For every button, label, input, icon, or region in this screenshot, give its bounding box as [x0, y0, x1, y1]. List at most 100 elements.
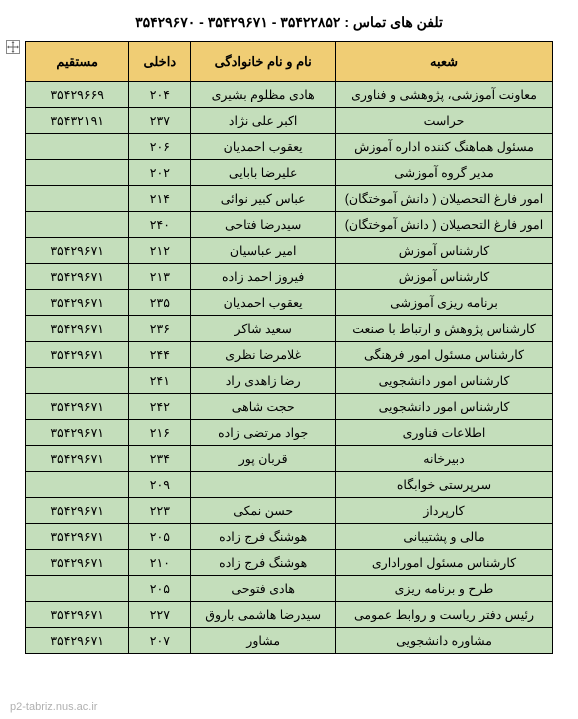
cell-name: سیدرضا هاشمی باروق	[191, 602, 336, 628]
cell-direct: ۳۵۴۲۹۶۷۱	[26, 498, 129, 524]
cell-branch: کارشناس مسئول اموراداری	[336, 550, 553, 576]
table-row: برنامه ریزی آموزشییعقوب احمدیان۲۳۵۳۵۴۲۹۶…	[26, 290, 553, 316]
cell-ext: ۲۴۰	[129, 212, 191, 238]
table-row: کارشناس آموزشفیروز احمد زاده۲۱۳۳۵۴۲۹۶۷۱	[26, 264, 553, 290]
cell-direct: ۳۵۴۲۹۶۷۱	[26, 264, 129, 290]
cell-branch: کارشناس آموزش	[336, 238, 553, 264]
page-title: تلفن های تماس : ۳۵۴۲۲۸۵۲ - ۳۵۴۲۹۶۷۱ - ۳۵…	[0, 0, 578, 41]
cell-direct: ۳۵۴۲۹۶۷۱	[26, 290, 129, 316]
table-row: سرپرستی خوابگاه ۲۰۹	[26, 472, 553, 498]
cell-ext: ۲۰۷	[129, 628, 191, 654]
cell-name: یعقوب احمدیان	[191, 290, 336, 316]
cell-branch: کارشناس مسئول امور فرهنگی	[336, 342, 553, 368]
cell-ext: ۲۰۲	[129, 160, 191, 186]
cell-name: سعید شاکر	[191, 316, 336, 342]
table-row: کارشناس پژوهش و ارتباط با صنعتسعید شاکر۲…	[26, 316, 553, 342]
cell-branch: کارشناس امور دانشجویی	[336, 368, 553, 394]
table-row: مشاوره دانشجوییمشاور۲۰۷۳۵۴۲۹۶۷۱	[26, 628, 553, 654]
cell-ext: ۲۳۶	[129, 316, 191, 342]
cell-name: هوشنگ فرج زاده	[191, 524, 336, 550]
cell-branch: حراست	[336, 108, 553, 134]
table-row: دبیرخانهقربان پور۲۳۴۳۵۴۲۹۶۷۱	[26, 446, 553, 472]
table-row: کارشناس آموزشامیر عباسیان۲۱۲۳۵۴۲۹۶۷۱	[26, 238, 553, 264]
cell-ext: ۲۰۶	[129, 134, 191, 160]
cell-ext: ۲۱۰	[129, 550, 191, 576]
cell-direct: ۳۵۴۲۹۶۷۱	[26, 420, 129, 446]
cell-branch: مسئول هماهنگ کننده اداره آموزش	[336, 134, 553, 160]
cell-name: سیدرضا فتاحی	[191, 212, 336, 238]
table-row: اطلاعات فناوریجواد مرتضی زاده۲۱۶۳۵۴۲۹۶۷۱	[26, 420, 553, 446]
col-name: نام و نام خانوادگی	[191, 42, 336, 82]
table-row: مالی و پشتیبانیهوشنگ فرج زاده۲۰۵۳۵۴۲۹۶۷۱	[26, 524, 553, 550]
cell-branch: مشاوره دانشجویی	[336, 628, 553, 654]
cell-direct: ۳۵۴۲۹۶۶۹	[26, 82, 129, 108]
cell-name	[191, 472, 336, 498]
cell-ext: ۲۴۱	[129, 368, 191, 394]
cell-direct	[26, 186, 129, 212]
cell-ext: ۲۴۴	[129, 342, 191, 368]
cell-ext: ۲۲۷	[129, 602, 191, 628]
footer-url: p2-tabriz.nus.ac.ir	[10, 701, 97, 713]
col-direct: مستقیم	[26, 42, 129, 82]
cell-name: غلامرضا نظری	[191, 342, 336, 368]
table-row: کارشناس مسئول اموراداریهوشنگ فرج زاده۲۱۰…	[26, 550, 553, 576]
cell-direct: ۳۵۴۲۹۶۷۱	[26, 316, 129, 342]
table-row: طرح و برنامه ریزیهادی فتوحی۲۰۵	[26, 576, 553, 602]
cell-ext: ۲۳۵	[129, 290, 191, 316]
cell-branch: کارشناس پژوهش و ارتباط با صنعت	[336, 316, 553, 342]
cell-name: مشاور	[191, 628, 336, 654]
table-row: معاونت آموزشی، پژوهشی و فناوریهادی مظلوم…	[26, 82, 553, 108]
cell-ext: ۲۱۶	[129, 420, 191, 446]
cell-ext: ۲۰۴	[129, 82, 191, 108]
table-row: کارشناس امور دانشجوییحجت شاهی۲۴۲۳۵۴۲۹۶۷۱	[26, 394, 553, 420]
cell-branch: مدیر گروه آموزشی	[336, 160, 553, 186]
cell-direct: ۳۵۴۲۹۶۷۱	[26, 446, 129, 472]
cell-direct: ۳۵۴۲۹۶۷۱	[26, 394, 129, 420]
cell-branch: رئیس دفتر ریاست و روابط عمومی	[336, 602, 553, 628]
col-branch: شعبه	[336, 42, 553, 82]
cell-direct: ۳۵۴۲۹۶۷۱	[26, 628, 129, 654]
cell-direct: ۳۵۴۲۹۶۷۱	[26, 238, 129, 264]
cell-name: یعقوب احمدیان	[191, 134, 336, 160]
cell-name: هادی مظلوم بشیری	[191, 82, 336, 108]
cell-ext: ۲۰۵	[129, 576, 191, 602]
cell-name: فیروز احمد زاده	[191, 264, 336, 290]
cell-name: قربان پور	[191, 446, 336, 472]
cell-ext: ۲۳۴	[129, 446, 191, 472]
cell-ext: ۲۰۹	[129, 472, 191, 498]
cell-name: جواد مرتضی زاده	[191, 420, 336, 446]
cell-branch: برنامه ریزی آموزشی	[336, 290, 553, 316]
table-row: کارشناس امور دانشجوییرضا زاهدی راد۲۴۱	[26, 368, 553, 394]
cell-name: عباس کبیر نوائی	[191, 186, 336, 212]
cell-ext: ۲۱۳	[129, 264, 191, 290]
cell-direct	[26, 368, 129, 394]
cell-name: هادی فتوحی	[191, 576, 336, 602]
cell-branch: معاونت آموزشی، پژوهشی و فناوری	[336, 82, 553, 108]
cell-branch: امور فارغ التحصیلان ( دانش آموختگان)	[336, 186, 553, 212]
cell-ext: ۲۱۴	[129, 186, 191, 212]
table-row: مسئول هماهنگ کننده اداره آموزشیعقوب احمد…	[26, 134, 553, 160]
cell-name: امیر عباسیان	[191, 238, 336, 264]
cell-direct	[26, 134, 129, 160]
cell-direct	[26, 160, 129, 186]
cell-direct: ۳۵۴۲۹۶۷۱	[26, 602, 129, 628]
cell-direct: ۳۵۴۲۹۶۷۱	[26, 550, 129, 576]
cell-name: حجت شاهی	[191, 394, 336, 420]
cell-ext: ۲۴۲	[129, 394, 191, 420]
cell-direct	[26, 472, 129, 498]
cell-direct: ۳۵۴۲۹۶۷۱	[26, 524, 129, 550]
table-move-handle-icon[interactable]	[6, 40, 20, 54]
table-header-row: شعبه نام و نام خانوادگی داخلی مستقیم	[26, 42, 553, 82]
cell-branch: سرپرستی خوابگاه	[336, 472, 553, 498]
cell-ext: ۲۱۲	[129, 238, 191, 264]
cell-ext: ۲۳۷	[129, 108, 191, 134]
cell-branch: امور فارغ التحصیلان ( دانش آموختگان)	[336, 212, 553, 238]
table-row: مدیر گروه آموزشیعلیرضا بابایی۲۰۲	[26, 160, 553, 186]
cell-name: اکبر علی نژاد	[191, 108, 336, 134]
table-row: امور فارغ التحصیلان ( دانش آموختگان)سیدر…	[26, 212, 553, 238]
cell-branch: اطلاعات فناوری	[336, 420, 553, 446]
cell-name: حسن نمکی	[191, 498, 336, 524]
table-row: حراستاکبر علی نژاد۲۳۷۳۵۴۳۲۱۹۱	[26, 108, 553, 134]
cell-ext: ۲۲۳	[129, 498, 191, 524]
table-row: امور فارغ التحصیلان ( دانش آموختگان)عباس…	[26, 186, 553, 212]
